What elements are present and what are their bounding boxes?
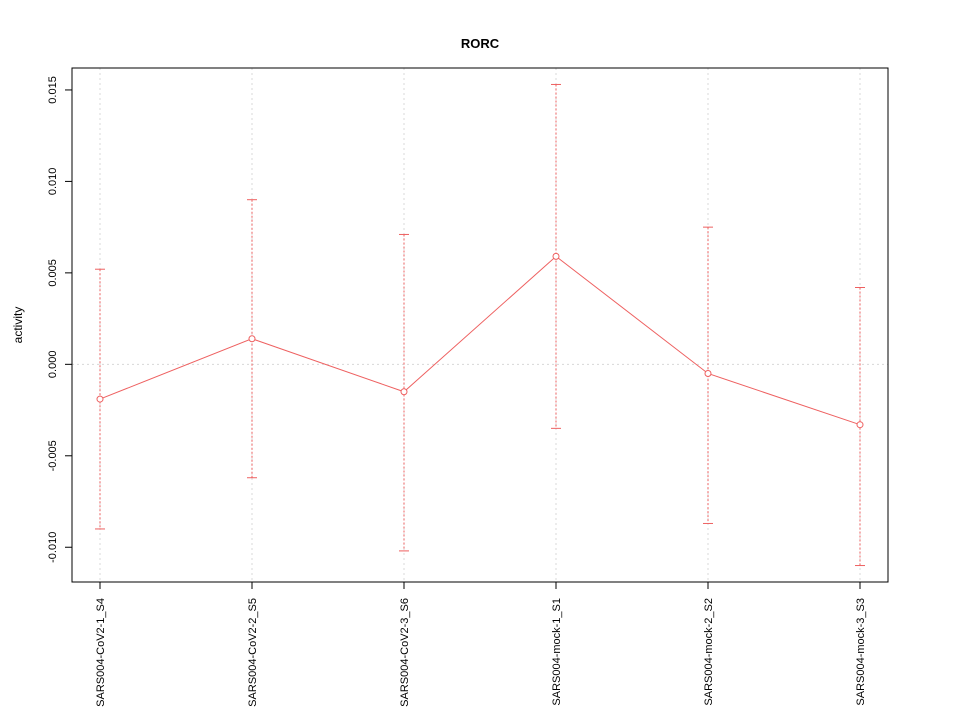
x-tick-label: SARS004-CoV2-2_S5 xyxy=(247,598,259,707)
y-tick-label: -0.010 xyxy=(47,532,59,563)
x-tick-label: SARS004-CoV2-1_S4 xyxy=(95,598,107,707)
x-tick-label: SARS004-mock-1_S1 xyxy=(551,598,563,706)
x-tick-label: SARS004-mock-3_S3 xyxy=(855,598,867,706)
series-line xyxy=(99,255,861,426)
data-point xyxy=(400,388,408,396)
data-point xyxy=(552,252,560,260)
y-tick-label: 0.000 xyxy=(47,351,59,379)
x-tick-label: SARS004-CoV2-3_S6 xyxy=(399,598,411,707)
y-tick-label: 0.010 xyxy=(47,168,59,196)
x-tick-label: SARS004-mock-2_S2 xyxy=(703,598,715,706)
data-point xyxy=(248,335,256,343)
data-point xyxy=(704,369,712,377)
y-tick-label: -0.005 xyxy=(47,440,59,471)
plot-border xyxy=(71,67,889,583)
y-axis-label: activity xyxy=(11,307,25,344)
data-point xyxy=(96,395,104,403)
chart-title: RORC xyxy=(461,36,500,51)
y-tick-label: 0.015 xyxy=(47,76,59,104)
y-tick-label: 0.005 xyxy=(47,259,59,287)
data-point xyxy=(856,421,864,429)
